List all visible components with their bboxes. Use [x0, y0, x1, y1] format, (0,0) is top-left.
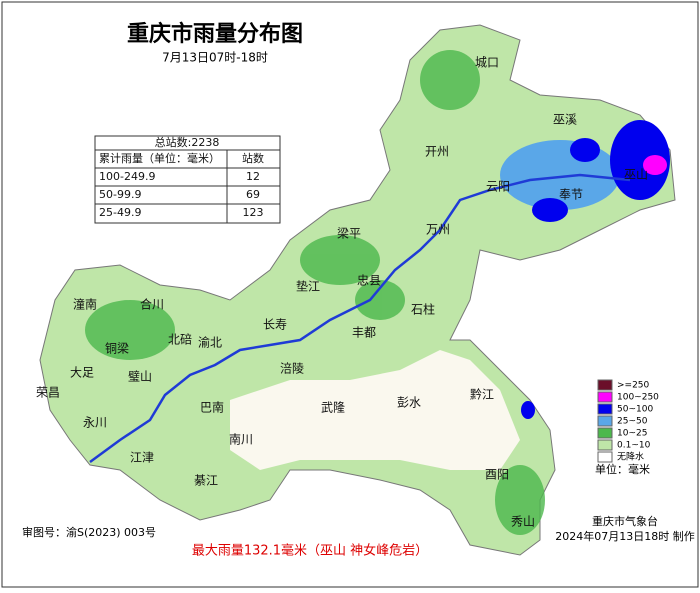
district-label: 铜梁: [105, 341, 129, 356]
district-label: 城口: [475, 56, 499, 70]
legend-swatch: [597, 427, 613, 439]
approval-number: 审图号：渝S(2023) 003号: [22, 525, 156, 539]
legend-label: 50~100: [617, 405, 653, 415]
stats-table: 总站数:2238 累计雨量（单位：毫米） 站数 100-249.9 12 50-…: [94, 135, 281, 224]
district-label: 荣昌: [36, 386, 60, 400]
district-label: 彭水: [397, 396, 421, 410]
cell: 50-99.9: [99, 188, 141, 201]
title: 重庆市雨量分布图: [127, 21, 303, 47]
district-label: 黔江: [470, 387, 494, 402]
legend-label: 25~50: [617, 417, 648, 427]
district-label: 垫江: [296, 279, 320, 294]
dry-area: [230, 350, 520, 470]
district-label: 綦江: [194, 474, 218, 488]
made-time: 2024年07月13日18时 制作: [555, 529, 694, 543]
legend-swatch: [597, 391, 613, 403]
district-label: 石柱: [411, 302, 435, 317]
subtitle: 7月13日07时-18时: [162, 51, 268, 65]
district-label: 永川: [83, 416, 107, 430]
cell: 69: [246, 188, 260, 201]
district-label: 梁平: [337, 226, 361, 241]
max-rain: 最大雨量132.1毫米（巫山 神女峰危岩）: [192, 543, 428, 559]
legend-swatch: [597, 451, 613, 463]
cell: 123: [243, 206, 264, 219]
district-label: 奉节: [559, 188, 583, 202]
district-label: 璧山: [128, 369, 152, 384]
district-label: 丰都: [352, 326, 376, 340]
cell: 100-249.9: [99, 170, 155, 183]
legend-label: 10~25: [617, 429, 647, 439]
district-label: 武隆: [321, 400, 345, 415]
district-label: 合川: [140, 297, 164, 312]
district-label: 大足: [70, 366, 94, 380]
district-label: 巫溪: [553, 113, 577, 127]
legend-swatch: [597, 415, 613, 427]
legend-label: >=250: [617, 381, 650, 391]
district-label: 巫山: [624, 168, 648, 182]
column-header: 站数: [242, 151, 264, 165]
river: [89, 173, 631, 464]
legend-swatch: [597, 403, 613, 415]
district-label: 北碚: [168, 332, 192, 347]
column-header: 累计雨量（单位：毫米）: [99, 151, 220, 165]
district-label: 万州: [426, 223, 450, 237]
district-label: 渝北: [198, 335, 222, 350]
agency: 重庆市气象台: [592, 514, 658, 528]
district-label: 涪陵: [280, 361, 304, 376]
district-label: 长寿: [263, 318, 287, 332]
legend-swatch: [597, 379, 613, 391]
district-label: 秀山: [511, 515, 535, 529]
cell: 25-49.9: [99, 206, 141, 219]
district-label: 巴南: [200, 400, 224, 415]
legend-label: 100~250: [617, 393, 659, 403]
legend-swatch: [597, 439, 613, 451]
legend-unit: 单位：毫米: [595, 462, 650, 476]
rain-areas: [85, 50, 545, 535]
legend-label: 无降水: [617, 451, 644, 463]
district-label: 江津: [130, 451, 154, 465]
district-label: 云阳: [486, 180, 510, 194]
district-label: 酉阳: [485, 468, 509, 482]
legend-label: 0.1~10: [617, 441, 651, 451]
total: 总站数:2238: [155, 135, 220, 149]
district-label: 潼南: [73, 297, 97, 312]
district-label: 南川: [229, 432, 253, 447]
district-label: 忠县: [357, 274, 381, 288]
district-label: 开州: [425, 145, 449, 159]
cell: 12: [246, 170, 260, 183]
